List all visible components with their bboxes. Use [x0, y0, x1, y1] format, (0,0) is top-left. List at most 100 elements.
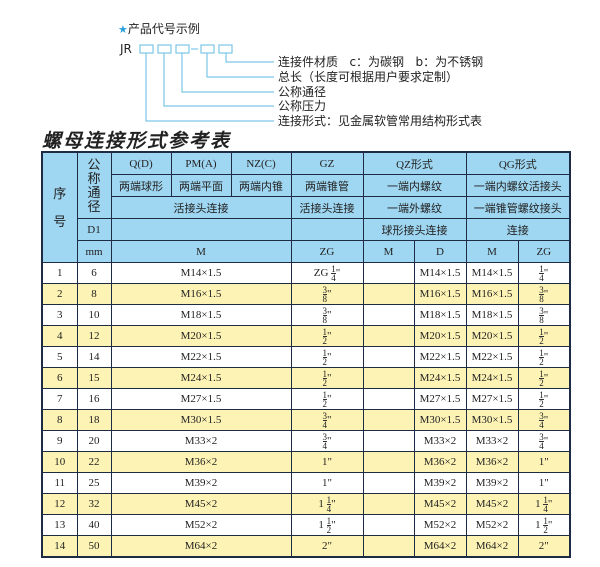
qz-thread: M16×1.5 [413, 283, 467, 305]
inch-mark: " [543, 371, 549, 384]
table-title: 螺母连接形式参考表 [42, 130, 232, 152]
fraction-numerator: 1 [539, 389, 544, 400]
inch-mark: " [327, 329, 332, 342]
zg-cell: 1 1 2 " [290, 514, 364, 536]
qg-thread-m: M39×2 [465, 472, 519, 494]
header-qz: QZ形式 [362, 151, 467, 175]
zg-cell: 1 1 2 " [517, 514, 571, 536]
table-row: 9 20 M33×2 3 4 " M33×2 M33×2 3 4 " [41, 430, 571, 452]
fraction-numerator: 1 [543, 494, 548, 505]
zg-cell: 1 2 " [290, 325, 364, 347]
header-zg: ZG [290, 240, 364, 263]
inch-mark: " [544, 540, 549, 552]
fraction-denominator: 4 [322, 440, 328, 451]
inch-mark: " [543, 287, 549, 300]
header-qg: QG形式 [465, 151, 571, 175]
nominal-diameter: 15 [76, 367, 112, 389]
legend-title-text: 产品代号示例 [127, 22, 200, 36]
zg-cell: 1 2 " [517, 367, 571, 389]
header-nominal-diameter: 公 称 通 径 [76, 151, 112, 219]
table-row: 4 12 M20×1.5 1 2 " M20×1.5 M20×1.5 1 2 " [41, 325, 571, 347]
leader-line [206, 53, 274, 78]
fraction-denominator: 4 [322, 419, 328, 430]
fraction-denominator: 2 [539, 398, 544, 409]
nominal-diameter: 22 [76, 451, 112, 473]
empty-cell [362, 451, 415, 473]
table-row: 11 25 M39×2 1" M39×2 M39×2 1" [41, 472, 571, 494]
zg-cell: 1 2 " [517, 325, 571, 347]
row-number: 10 [41, 451, 78, 473]
zg-cell: 3 4 " [290, 430, 364, 452]
empty-cell [362, 304, 415, 326]
table-row: 2 8 M16×1.5 3 8 " M16×1.5 M16×1.5 3 8 " [41, 283, 571, 305]
zg-cell: ZG 1 4 " [290, 262, 364, 284]
leader-line [145, 53, 274, 122]
fraction-numerator: 3 [322, 305, 327, 316]
fraction-numerator: 1 [322, 368, 327, 379]
inch-mark: " [335, 266, 341, 279]
inch-mark: " [543, 434, 549, 447]
table-row: 12 32 M45×2 1 1 4 " M45×2 M45×2 1 1 4 " [41, 493, 571, 515]
thread-m: M52×2 [110, 514, 292, 536]
inch-mark: " [543, 266, 549, 279]
header-desc: 一端锥管螺纹接头 [465, 196, 571, 219]
nominal-diameter: 12 [76, 325, 112, 347]
header-d1: D1 [76, 218, 112, 241]
zg-prefix: 1 [318, 497, 327, 510]
row-number: 7 [41, 388, 78, 410]
leader-line [181, 53, 274, 93]
qg-thread-m: M33×2 [465, 430, 519, 452]
fraction-denominator: 2 [322, 335, 328, 346]
fraction-denominator: 2 [539, 335, 544, 346]
row-number: 14 [41, 535, 78, 558]
zg-cell: 1" [290, 451, 364, 473]
thread-m: M18×1.5 [110, 304, 292, 326]
header-desc: 连接 [465, 218, 571, 241]
zg-prefix: 1 [538, 456, 545, 468]
row-number: 11 [41, 472, 78, 494]
header-desc: 活接头连接 [290, 196, 364, 219]
table-row: 5 14 M22×1.5 1 2 " M22×1.5 M22×1.5 1 2 " [41, 346, 571, 368]
zg-cell: 1 2 " [517, 388, 571, 410]
qg-thread-m: M20×1.5 [465, 325, 519, 347]
header-unit: mm [76, 240, 112, 263]
qg-thread-m: M45×2 [465, 493, 519, 515]
zg-prefix: 1 [535, 497, 544, 510]
zg-cell: 1" [517, 472, 571, 494]
header-desc: 活接头连接 [110, 196, 292, 219]
fraction-numerator: 3 [322, 284, 327, 295]
zg-prefix: 1 [535, 518, 544, 531]
empty-cell [362, 283, 415, 305]
nut-connection-table: 序 号 公 称 通 径 Q(D) PM(A) NZ(C) GZ QZ形式 QG形… [41, 151, 572, 558]
inch-mark: " [327, 371, 332, 384]
zg-cell: 1 1 4 " [290, 493, 364, 515]
inch-mark: " [547, 497, 553, 510]
zg-cell: 1 2 " [290, 388, 364, 410]
inch-mark: " [544, 477, 549, 489]
zg-cell: 2" [517, 535, 571, 558]
header-qz-m: M [362, 240, 415, 263]
header-desc: 一端内螺纹 [362, 174, 467, 197]
fraction-denominator: 2 [326, 524, 332, 535]
zg-cell: 3 4 " [517, 409, 571, 431]
zg-prefix: 1 [322, 477, 328, 489]
header-q: Q(D) [110, 151, 172, 175]
nominal-diameter: 6 [76, 262, 112, 284]
thread-m: M14×1.5 [110, 262, 292, 284]
zg-cell: 3 8 " [290, 304, 364, 326]
zg-cell: 1 1 4 " [517, 493, 571, 515]
thread-m: M64×2 [110, 535, 292, 558]
qg-thread-m: M30×1.5 [465, 409, 519, 431]
zg-cell: 1 2 " [290, 367, 364, 389]
table-body: 1 6 M14×1.5 ZG 1 4 " M14×1.5 M14×1.5 1 4 " 2 8 M16×1.… [41, 262, 571, 558]
zg-cell: 3 8 " [517, 283, 571, 305]
row-number: 4 [41, 325, 78, 347]
fraction-numerator: 3 [539, 284, 544, 295]
